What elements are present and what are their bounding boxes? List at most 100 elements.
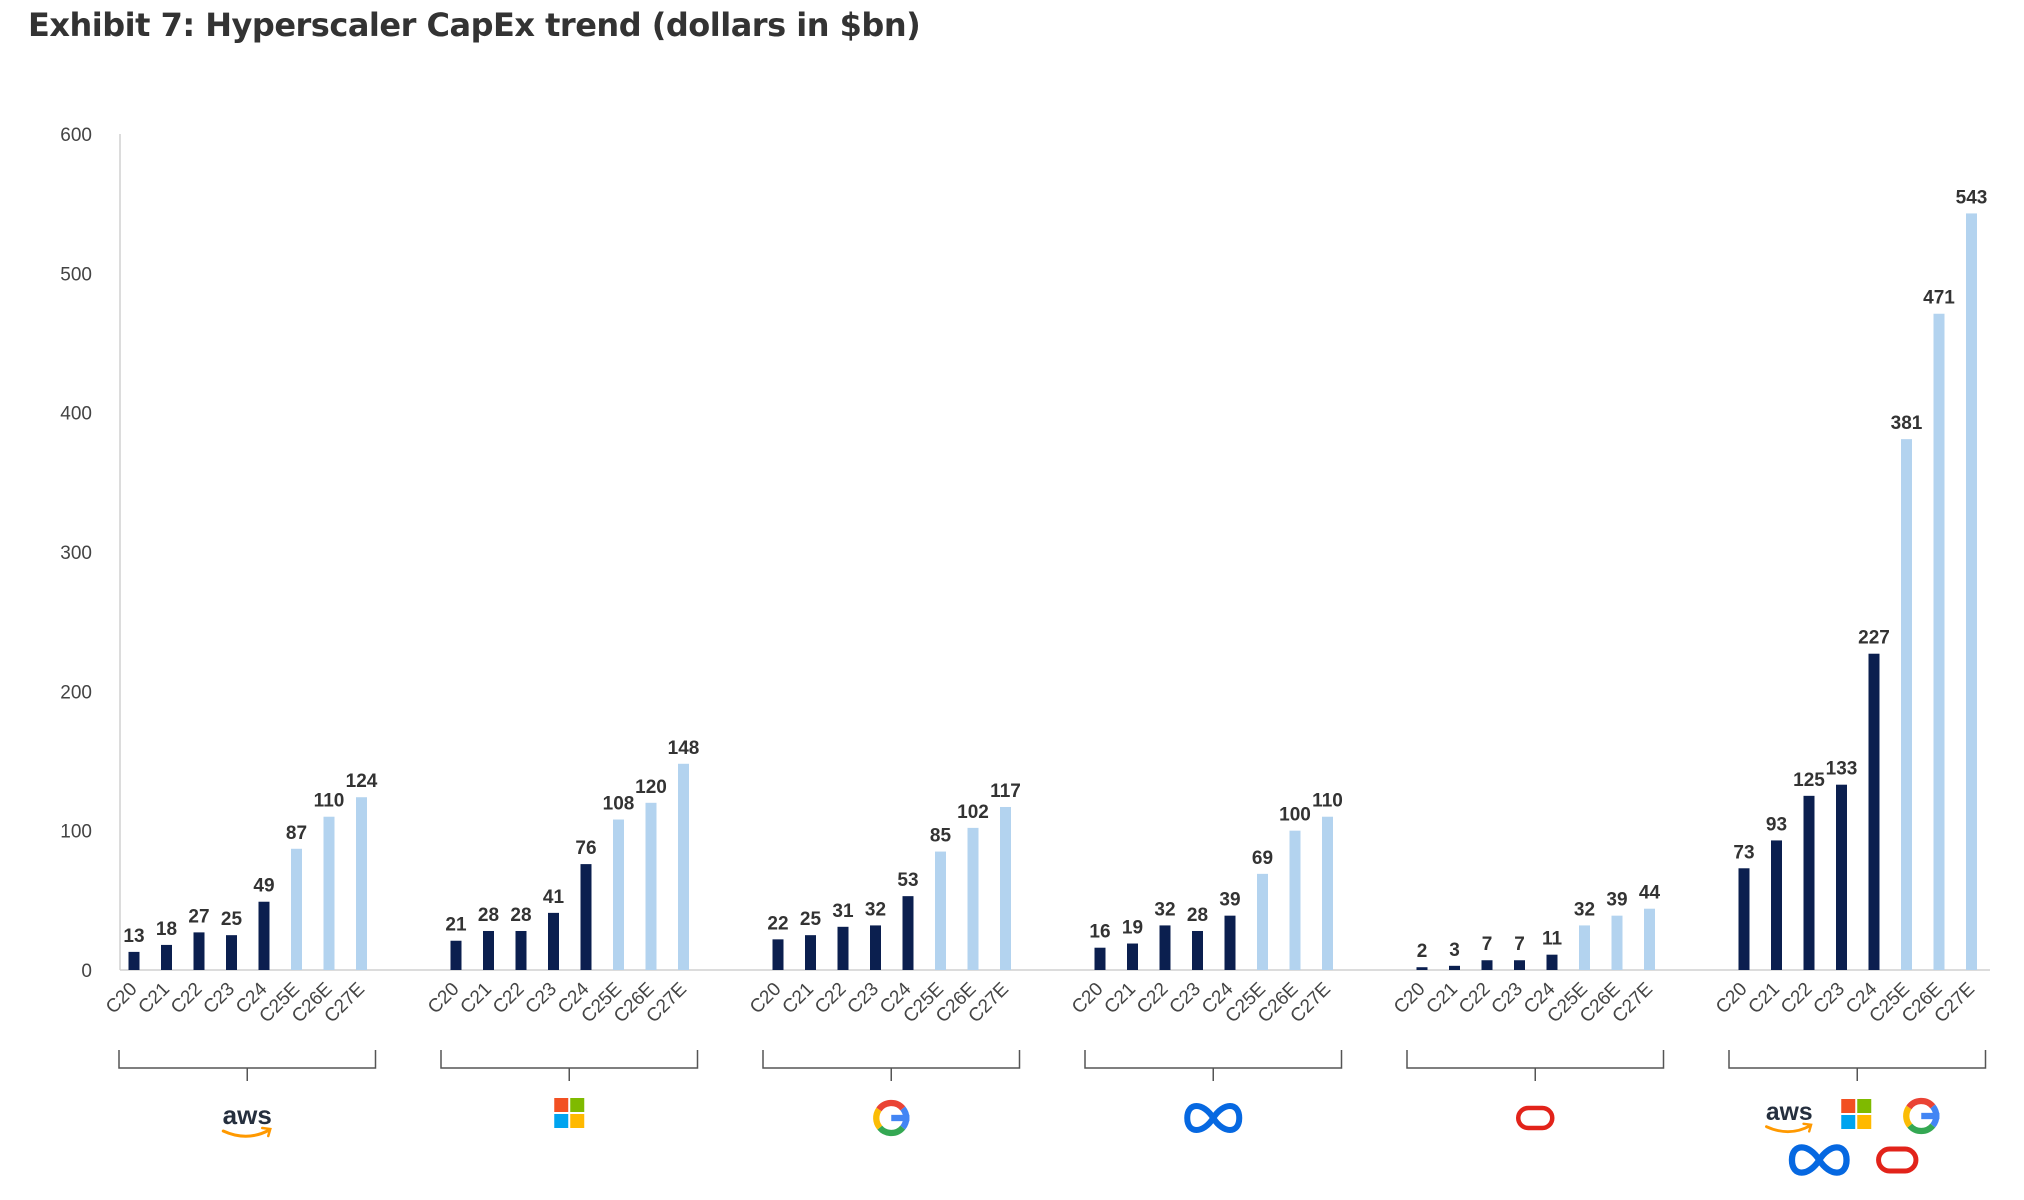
bar: [967, 827, 979, 970]
data-label: 110: [314, 791, 345, 812]
group-bracket: [440, 1050, 699, 1081]
google-bar: [891, 1114, 910, 1122]
bar: [1738, 868, 1750, 970]
x-tick-label: C20: [1712, 979, 1751, 1018]
ms-square-green: [1857, 1099, 1872, 1113]
data-label: 53: [897, 870, 918, 891]
bar: [1868, 653, 1880, 970]
data-label: 73: [1733, 842, 1754, 863]
data-label: 16: [1089, 922, 1110, 943]
x-tick-label: C23: [1810, 979, 1849, 1018]
data-label: 25: [221, 909, 243, 930]
aws-smile-icon: [221, 1128, 271, 1138]
bar: [193, 932, 205, 970]
x-tick-label: C21: [1745, 979, 1784, 1018]
bar: [128, 951, 140, 970]
data-label: 25: [800, 909, 822, 930]
oracle-logo: [1516, 1105, 1555, 1131]
bar: [613, 819, 624, 970]
data-label: 28: [1187, 905, 1208, 926]
x-tick-label: C21: [457, 979, 496, 1018]
x-tick-label: C22: [167, 979, 206, 1018]
data-label: 125: [1793, 770, 1825, 791]
bar: [1836, 784, 1847, 970]
data-label: 49: [253, 876, 274, 897]
data-label: 28: [510, 905, 531, 926]
y-tick-label: 200: [60, 682, 92, 703]
google-arc: [1906, 1097, 1936, 1110]
axes: 0 100 200 300 400 500 600: [60, 125, 1990, 982]
x-tick-label: C20: [746, 979, 785, 1018]
y-tick-label: 600: [60, 125, 92, 146]
all-hyperscalers-logos: aws: [1765, 1097, 1940, 1176]
data-label: 39: [1219, 890, 1240, 911]
bar: [450, 940, 462, 970]
bar: [1966, 213, 1977, 971]
bar: [1546, 954, 1558, 970]
data-label: 21: [445, 915, 467, 936]
group-bracket: [118, 1050, 377, 1081]
data-label: 22: [767, 913, 788, 934]
data-label: 543: [1956, 187, 1988, 208]
bar: [1901, 439, 1912, 970]
x-tick-label: C23: [1488, 979, 1527, 1018]
x-tick-label: C20: [1068, 979, 1107, 1018]
y-tick-label: 100: [60, 822, 92, 843]
x-tick-label: C20: [1390, 979, 1429, 1018]
aws-arrow-icon: [261, 1126, 272, 1138]
data-label: 381: [1891, 413, 1923, 434]
meta-logo: [1184, 1103, 1243, 1133]
data-label: 39: [1606, 890, 1627, 911]
group-bracket: [1084, 1050, 1343, 1081]
data-label: 13: [123, 926, 144, 947]
data-label: 32: [1154, 899, 1175, 920]
google-arc: [877, 1125, 906, 1137]
bar: [548, 912, 559, 970]
x-tick-label: C21: [1423, 979, 1462, 1018]
x-tick-label: C23: [200, 979, 239, 1018]
bar: [902, 896, 914, 970]
aws-logo: aws: [221, 1100, 272, 1138]
x-tick-label: C22: [811, 979, 850, 1018]
data-label: 133: [1826, 759, 1858, 780]
bar: [161, 944, 172, 970]
ms-square-red: [554, 1098, 569, 1112]
bar: [1449, 965, 1460, 970]
group-bracket: [1406, 1050, 1665, 1081]
bar: [323, 816, 335, 970]
ms-square-yellow: [1857, 1115, 1872, 1129]
data-label: 31: [832, 901, 854, 922]
aws-logo-text: aws: [1766, 1099, 1813, 1126]
x-tick-label: C21: [135, 979, 174, 1018]
data-label: 100: [1279, 805, 1311, 826]
chart-title: Exhibit 7: Hyperscaler CapEx trend (doll…: [28, 6, 921, 44]
data-label: 44: [1639, 883, 1661, 904]
data-label: 19: [1122, 918, 1143, 939]
x-tick-label: C23: [1166, 979, 1205, 1018]
y-tick-label: 400: [60, 404, 92, 425]
y-tick-label: 0: [81, 961, 92, 982]
data-label: 2: [1417, 941, 1428, 962]
data-label: 227: [1858, 628, 1890, 649]
data-label: 85: [930, 826, 952, 847]
bar: [1579, 925, 1590, 970]
data-label: 471: [1923, 288, 1955, 309]
bar: [1771, 840, 1782, 970]
bar: [356, 797, 367, 970]
bar: [226, 935, 237, 970]
bar: [805, 935, 816, 970]
google-arc: [876, 1099, 906, 1112]
data-label: 124: [346, 771, 378, 792]
google-arc: [873, 1107, 883, 1130]
group-bracket: [1728, 1050, 1987, 1081]
data-label: 102: [957, 802, 989, 823]
bar: [1611, 915, 1623, 970]
oracle-ring-icon: [1876, 1146, 1919, 1174]
bar: [837, 926, 849, 970]
aws-arrow-icon: [1802, 1122, 1813, 1133]
bar: [515, 930, 527, 970]
data-label: 32: [1574, 899, 1595, 920]
data-label: 7: [1514, 934, 1525, 955]
y-tick-label: 500: [60, 264, 92, 285]
meta-infinity-icon: [1184, 1103, 1243, 1133]
